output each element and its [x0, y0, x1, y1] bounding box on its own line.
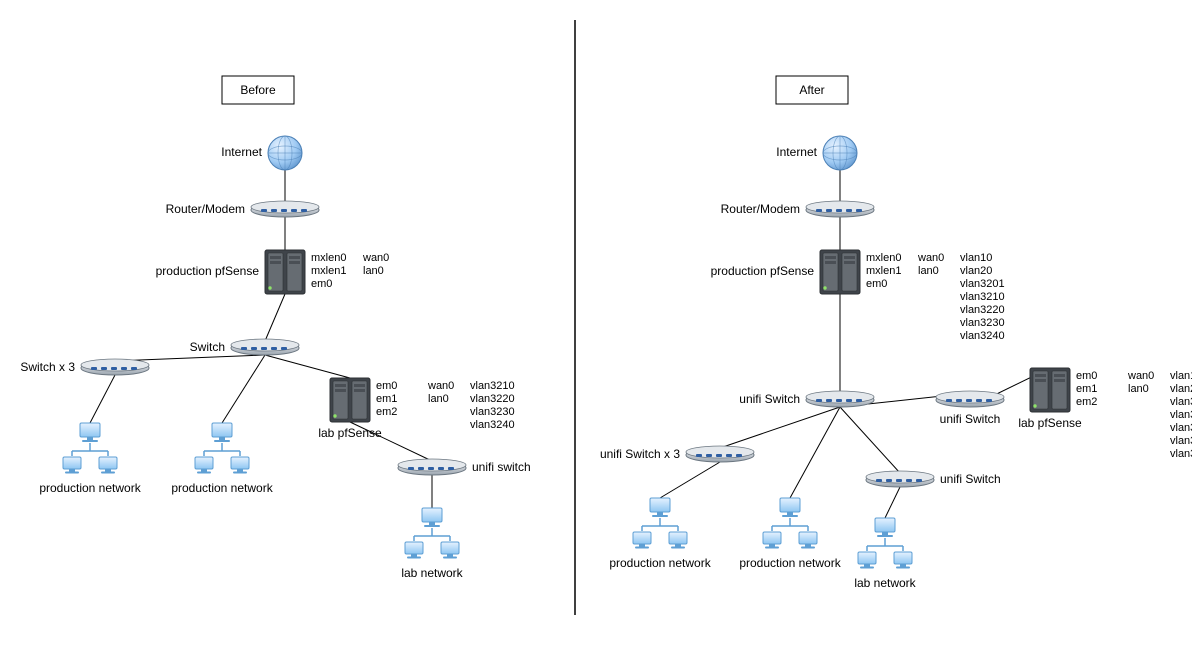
lab_pfsense-alias-1: lan0: [428, 393, 449, 405]
lab_pfsense: lab pfSenseem0em1em2wan0lan0vlan3210vlan…: [318, 378, 514, 440]
lab_pfsense-iface-0: em0: [376, 380, 397, 392]
unifi_switch-label: unifi switch: [472, 460, 531, 474]
after-side-link-6: [790, 407, 840, 498]
lab_pfsense-iface-1: em1: [376, 393, 397, 405]
prod_pfsense-iface-2: em0: [311, 278, 332, 290]
prod_pfsense-vlan-2: vlan3201: [960, 278, 1005, 290]
prod_net_b-label: production network: [171, 481, 273, 495]
lab_pfsense-vlan-6: vlan3240: [1170, 448, 1192, 460]
unifi_main: unifi Switch: [739, 391, 874, 407]
prod_pfsense-alias-1: lan0: [363, 265, 384, 277]
lab_pfsense-label: lab pfSense: [318, 426, 382, 440]
before-side-link-6: [90, 375, 115, 423]
after-side-link-9: [885, 487, 900, 518]
modem: Router/Modem: [721, 201, 874, 217]
prod_pfsense-iface-2: em0: [866, 278, 887, 290]
unifi_main-label: unifi Switch: [739, 392, 800, 406]
lab_pfsense-alias-0: wan0: [427, 380, 454, 392]
lab_pfsense-vlan-2: vlan3201: [1170, 396, 1192, 408]
lab_pfsense-alias-1: lan0: [1128, 383, 1149, 395]
prod_net_a-label: production network: [609, 556, 711, 570]
prod_pfsense-vlan-0: vlan10: [960, 252, 992, 264]
network-diagram: Before After Internet Router/Modem productio…: [0, 0, 1192, 653]
svg-text:After: After: [799, 83, 824, 97]
internet: Internet: [221, 136, 302, 170]
lab_pfsense-vlan-0: vlan10: [1170, 370, 1192, 382]
unifi_bottom: unifi Switch: [866, 471, 1001, 487]
lab_pfsense: lab pfSense em0em1em2 wan0lan0 vlan10vlan20…: [1018, 368, 1192, 460]
svg-text:Before: Before: [240, 83, 276, 97]
after-side: Internet Router/Modem production pfSense mx…: [600, 136, 1192, 590]
lab_pfsense-iface-1: em1: [1076, 383, 1097, 395]
lab_net-label: lab network: [401, 566, 463, 580]
lab_pfsense-iface-0: em0: [1076, 370, 1097, 382]
prod_pfsense-iface-0: mxlen0: [311, 252, 346, 264]
prod_net_b: production network: [739, 498, 841, 570]
lab_pfsense-vlan-3: vlan3210: [1170, 409, 1192, 421]
prod_pfsense: production pfSense mxlen0mxlen1em0 wan0lan…: [711, 250, 1005, 342]
after-side-link-5: [720, 407, 840, 448]
prod_pfsense-iface-0: mxlen0: [866, 252, 901, 264]
prod_pfsense-vlan-3: vlan3210: [960, 291, 1005, 303]
lab_pfsense-vlan-4: vlan3220: [1170, 422, 1192, 434]
modem: Router/Modem: [166, 201, 319, 217]
after-side-link-7: [840, 407, 900, 473]
prod_pfsense-alias-0: wan0: [917, 252, 944, 264]
after-side-link-8: [660, 462, 720, 498]
internet-label: Internet: [776, 145, 817, 159]
lab_pfsense-vlan-3: vlan3240: [470, 419, 515, 431]
modem-label: Router/Modem: [166, 202, 245, 216]
lab_pfsense-vlan-5: vlan3230: [1170, 435, 1192, 447]
lab_net: lab network: [401, 508, 463, 580]
switch-label: Switch: [190, 340, 225, 354]
prod_net_a: production network: [609, 498, 711, 570]
before-side-link-4: [222, 355, 265, 423]
modem-label: Router/Modem: [721, 202, 800, 216]
switch_x3-label: Switch x 3: [20, 360, 75, 374]
prod_pfsense-alias-0: wan0: [362, 252, 389, 264]
unifi_right-label: unifi Switch: [940, 412, 1001, 426]
lab_pfsense-iface-2: em2: [376, 406, 397, 418]
lab_net-label: lab network: [854, 576, 916, 590]
prod_pfsense: production pfSense mxlen0mxlen1em0 wan0lan…: [156, 250, 390, 294]
prod_pfsense-alias-1: lan0: [918, 265, 939, 277]
lab_pfsense-vlan-0: vlan3210: [470, 380, 515, 392]
after-side-links: [660, 170, 1050, 518]
prod_net_b: production network: [171, 423, 273, 495]
unifi_x3-label: unifi Switch x 3: [600, 447, 680, 461]
unifi_right: unifi Switch: [936, 391, 1004, 426]
prod_pfsense-vlan-1: vlan20: [960, 265, 992, 277]
lab_pfsense-vlan-1: vlan20: [1170, 383, 1192, 395]
unifi_switch: unifi switch: [398, 459, 531, 475]
internet: Internet: [776, 136, 857, 170]
prod_pfsense-iface-1: mxlen1: [866, 265, 901, 277]
before-side: Internet Router/Modem production pfSense mx…: [20, 136, 530, 580]
lab_pfsense-alias-0: wan0: [1127, 370, 1154, 382]
prod_pfsense-iface-1: mxlen1: [311, 265, 346, 277]
title-after: After: [776, 76, 848, 104]
internet-label: Internet: [221, 145, 262, 159]
prod_net_b-label: production network: [739, 556, 841, 570]
lab_pfsense-label: lab pfSense: [1018, 416, 1082, 430]
switch: Switch: [190, 339, 299, 355]
title-before: Before: [222, 76, 294, 104]
prod_net_a-label: production network: [39, 481, 141, 495]
lab_pfsense-vlan-1: vlan3220: [470, 393, 515, 405]
prod_pfsense-vlan-6: vlan3240: [960, 330, 1005, 342]
prod_net_a: production network: [39, 423, 141, 495]
before-side-link-5: [265, 355, 350, 378]
switch_x3: Switch x 3: [20, 359, 149, 375]
prod_pfsense-label: production pfSense: [711, 264, 815, 278]
before-side-link-2: [265, 294, 285, 341]
lab_pfsense-vlan-2: vlan3230: [470, 406, 515, 418]
lab_net: lab network: [854, 518, 916, 590]
prod_pfsense-label: production pfSense: [156, 264, 260, 278]
prod_pfsense-vlan-4: vlan3220: [960, 304, 1005, 316]
unifi_x3: unifi Switch x 3: [600, 446, 754, 462]
lab_pfsense-iface-2: em2: [1076, 396, 1097, 408]
prod_pfsense-vlan-5: vlan3230: [960, 317, 1005, 329]
unifi_bottom-label: unifi Switch: [940, 472, 1001, 486]
